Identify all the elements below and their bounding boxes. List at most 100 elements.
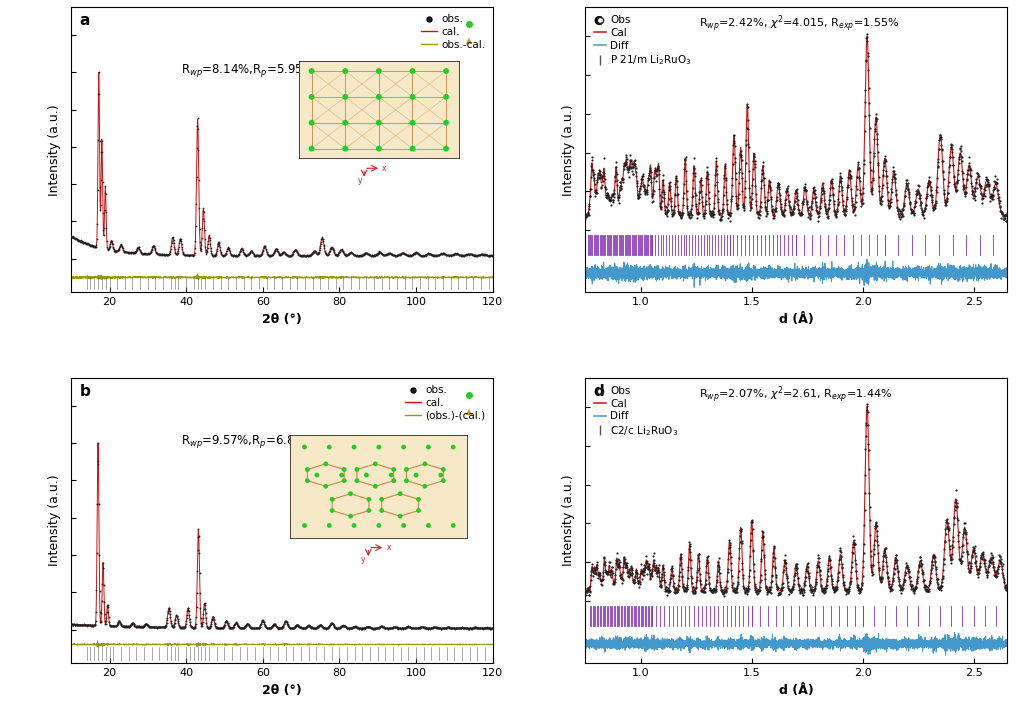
Point (225, 622, 241, 633)
Point (703, 585, 719, 596)
Point (921, 575, 938, 587)
Point (478, 250, 494, 261)
Point (148, 247, 165, 258)
Point (659, 587, 675, 598)
Point (816, 588, 832, 599)
Point (898, 183, 914, 194)
Point (145, 240, 162, 252)
Point (350, 622, 366, 634)
Point (780, 583, 796, 594)
Point (854, 197, 871, 208)
Point (256, 241, 273, 252)
Point (129, 243, 145, 255)
Point (238, 620, 254, 631)
Point (319, 622, 336, 634)
Point (368, 250, 384, 261)
Point (782, 585, 798, 596)
Point (936, 558, 952, 569)
Point (343, 622, 359, 634)
Point (994, 563, 1010, 574)
Point (187, 220, 203, 232)
Point (843, 557, 859, 568)
Point (135, 248, 152, 260)
Point (990, 189, 1006, 200)
Point (477, 249, 493, 260)
Point (988, 183, 1004, 194)
Point (418, 622, 434, 634)
Point (132, 246, 148, 257)
Point (665, 204, 681, 215)
Point (704, 209, 720, 220)
Point (970, 171, 986, 183)
Point (413, 622, 429, 633)
Point (870, 535, 886, 546)
Point (714, 210, 730, 222)
Point (610, 561, 626, 573)
Point (805, 183, 822, 194)
Point (654, 184, 670, 195)
Point (775, 207, 791, 218)
Point (785, 581, 801, 593)
Point (699, 166, 715, 178)
Point (697, 207, 713, 218)
Point (129, 242, 145, 254)
Point (109, 245, 125, 257)
Point (285, 622, 301, 634)
Point (361, 621, 377, 632)
Point (71, 619, 87, 630)
Point (412, 622, 428, 633)
Point (201, 229, 218, 240)
Point (292, 622, 308, 633)
Point (701, 198, 717, 210)
Point (776, 554, 792, 565)
Point (849, 580, 865, 591)
Point (397, 622, 413, 634)
Legend: obs., cal., (obs.)-(cal.): obs., cal., (obs.)-(cal.) (404, 383, 487, 423)
Point (683, 199, 700, 210)
Point (602, 565, 618, 577)
Point (214, 622, 230, 633)
Point (602, 194, 618, 205)
Point (963, 560, 979, 572)
Point (200, 622, 217, 634)
Point (349, 622, 365, 633)
Point (676, 585, 693, 596)
Point (728, 586, 744, 597)
Point (888, 552, 904, 563)
Point (614, 176, 631, 188)
Point (413, 622, 429, 633)
Point (372, 620, 388, 632)
Point (170, 613, 186, 625)
Point (954, 550, 970, 562)
Point (392, 248, 408, 260)
Point (905, 588, 921, 599)
Point (154, 621, 170, 632)
Point (949, 177, 965, 188)
Point (363, 250, 379, 261)
Point (600, 567, 616, 578)
Point (197, 233, 214, 245)
Point (906, 200, 922, 211)
Point (681, 205, 698, 217)
Point (750, 206, 766, 217)
Point (319, 622, 336, 633)
Point (811, 553, 827, 564)
Point (638, 561, 654, 573)
Point (980, 174, 997, 185)
Point (114, 241, 130, 252)
Point (634, 173, 650, 185)
Point (826, 195, 842, 207)
Point (630, 193, 646, 204)
Point (603, 189, 619, 200)
Point (726, 587, 742, 598)
Point (137, 618, 154, 630)
Point (228, 250, 244, 261)
Point (625, 574, 642, 585)
Point (743, 517, 760, 528)
Point (948, 185, 964, 196)
Point (962, 163, 978, 175)
Point (112, 240, 128, 252)
Point (423, 622, 439, 634)
Point (154, 622, 170, 633)
Point (252, 621, 268, 632)
